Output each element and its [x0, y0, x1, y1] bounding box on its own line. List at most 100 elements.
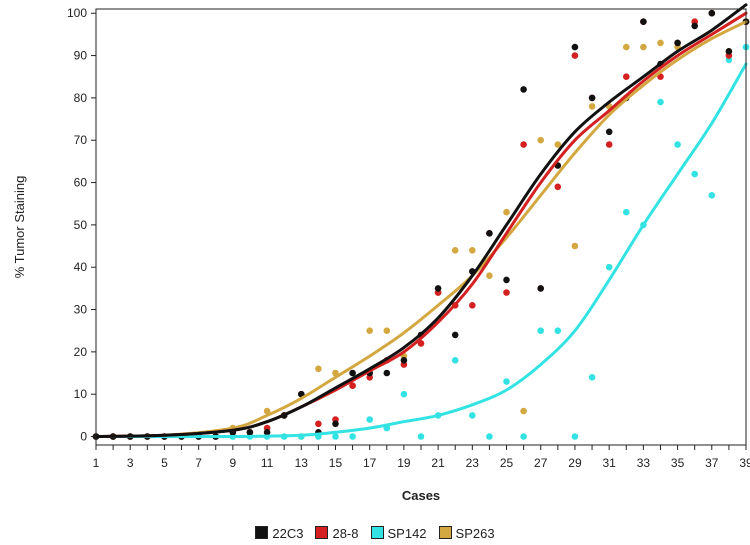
legend-label-28-8: 28-8: [332, 526, 359, 541]
point-sp263: [588, 103, 596, 110]
x-axis-title: Cases: [402, 488, 440, 503]
fit-line-28-8: [94, 11, 748, 438]
point-22c3: [571, 43, 579, 51]
fit-line-sp142: [94, 62, 748, 439]
point-22c3: [332, 420, 339, 428]
point-sp142: [503, 378, 510, 385]
legend-item-sp142: SP142: [370, 526, 427, 541]
point-22c3: [383, 369, 391, 377]
point-sp142: [554, 327, 562, 335]
x-tick-label: 11: [261, 456, 274, 470]
point-22c3: [246, 429, 254, 436]
point-sp142: [708, 192, 716, 199]
point-sp142: [486, 433, 493, 440]
point-sp263: [503, 208, 510, 216]
point-sp263: [640, 43, 647, 51]
y-tick-label: 100: [67, 6, 87, 20]
x-tick-label: 9: [229, 456, 236, 470]
point-28-8: [623, 73, 630, 80]
x-tick-label: 17: [363, 456, 377, 470]
point-sp142: [332, 433, 339, 440]
point-22c3: [674, 39, 681, 47]
point-sp142: [674, 141, 681, 148]
point-sp142: [417, 433, 425, 440]
point-sp263: [520, 407, 527, 415]
legend-swatch-sp263: [438, 526, 452, 539]
x-tick-label: 3: [127, 456, 134, 470]
x-tick-label: 15: [329, 456, 343, 470]
x-tick-label: 23: [466, 456, 480, 470]
point-22c3: [349, 369, 356, 377]
x-tick-label: 13: [295, 456, 309, 470]
point-sp263: [263, 407, 271, 415]
point-sp263: [657, 39, 664, 47]
point-sp263: [486, 272, 493, 280]
x-tick-label: 39: [739, 456, 750, 470]
y-tick-label: 10: [74, 387, 88, 401]
legend-label-sp142: SP142: [387, 526, 427, 541]
fit-line-22c3: [94, 3, 748, 438]
x-tick-label: 27: [534, 456, 548, 470]
point-22c3: [263, 429, 271, 436]
point-sp263: [537, 136, 544, 144]
y-tick-label: 70: [74, 133, 88, 147]
legend-item-22c3: 22C3: [255, 526, 303, 541]
point-22c3: [537, 285, 544, 292]
x-tick-label: 21: [431, 456, 445, 470]
plot-marks: [92, 3, 750, 440]
x-tick-label: 25: [500, 456, 514, 470]
legend-swatch-22c3: [255, 526, 269, 539]
point-22c3: [588, 94, 596, 102]
point-sp142: [571, 433, 579, 440]
point-sp142: [469, 412, 476, 419]
y-tick-label: 0: [80, 430, 87, 444]
legend-item-sp263: SP263: [438, 526, 495, 541]
point-22c3: [400, 357, 408, 364]
y-tick-label: 20: [74, 345, 88, 359]
y-tick-label: 30: [74, 303, 88, 317]
x-tick-label: 29: [568, 456, 582, 470]
point-sp263: [469, 247, 476, 254]
point-28-8: [315, 420, 322, 428]
point-28-8: [605, 141, 613, 148]
y-axis-title: % Tumor Staining: [12, 176, 27, 279]
point-28-8: [349, 382, 356, 390]
point-22c3: [486, 230, 493, 237]
point-sp142: [520, 433, 527, 440]
point-22c3: [640, 18, 647, 26]
legend-label-22c3: 22C3: [272, 526, 304, 541]
point-sp142: [366, 416, 374, 423]
y-tick-label: 50: [74, 218, 88, 232]
point-28-8: [417, 340, 425, 347]
x-tick-label: 33: [637, 456, 651, 470]
point-22c3: [725, 48, 733, 55]
point-sp263: [623, 43, 630, 51]
x-tick-label: 35: [671, 456, 685, 470]
legend-item-28-8: 28-8: [315, 526, 359, 541]
x-tick-label: 37: [705, 456, 719, 470]
point-22c3: [503, 276, 510, 284]
point-28-8: [503, 289, 510, 296]
legend: 22C3 28-8 SP142 SP263: [0, 526, 750, 541]
x-tick-label: 31: [602, 456, 616, 470]
point-22c3: [605, 128, 613, 136]
point-sp263: [383, 327, 391, 335]
point-22c3: [691, 22, 698, 30]
point-22c3: [708, 9, 716, 17]
point-sp263: [554, 141, 562, 148]
point-28-8: [571, 52, 579, 59]
point-sp142: [691, 170, 698, 178]
point-28-8: [469, 302, 476, 309]
legend-label-sp263: SP263: [455, 526, 495, 541]
point-sp263: [571, 242, 579, 250]
point-28-8: [520, 141, 527, 148]
legend-swatch-28-8: [315, 526, 329, 539]
point-28-8: [554, 183, 562, 191]
point-sp263: [366, 327, 374, 335]
point-sp142: [537, 327, 544, 335]
point-sp142: [605, 263, 613, 271]
point-sp142: [657, 98, 664, 106]
point-22c3: [520, 86, 527, 93]
